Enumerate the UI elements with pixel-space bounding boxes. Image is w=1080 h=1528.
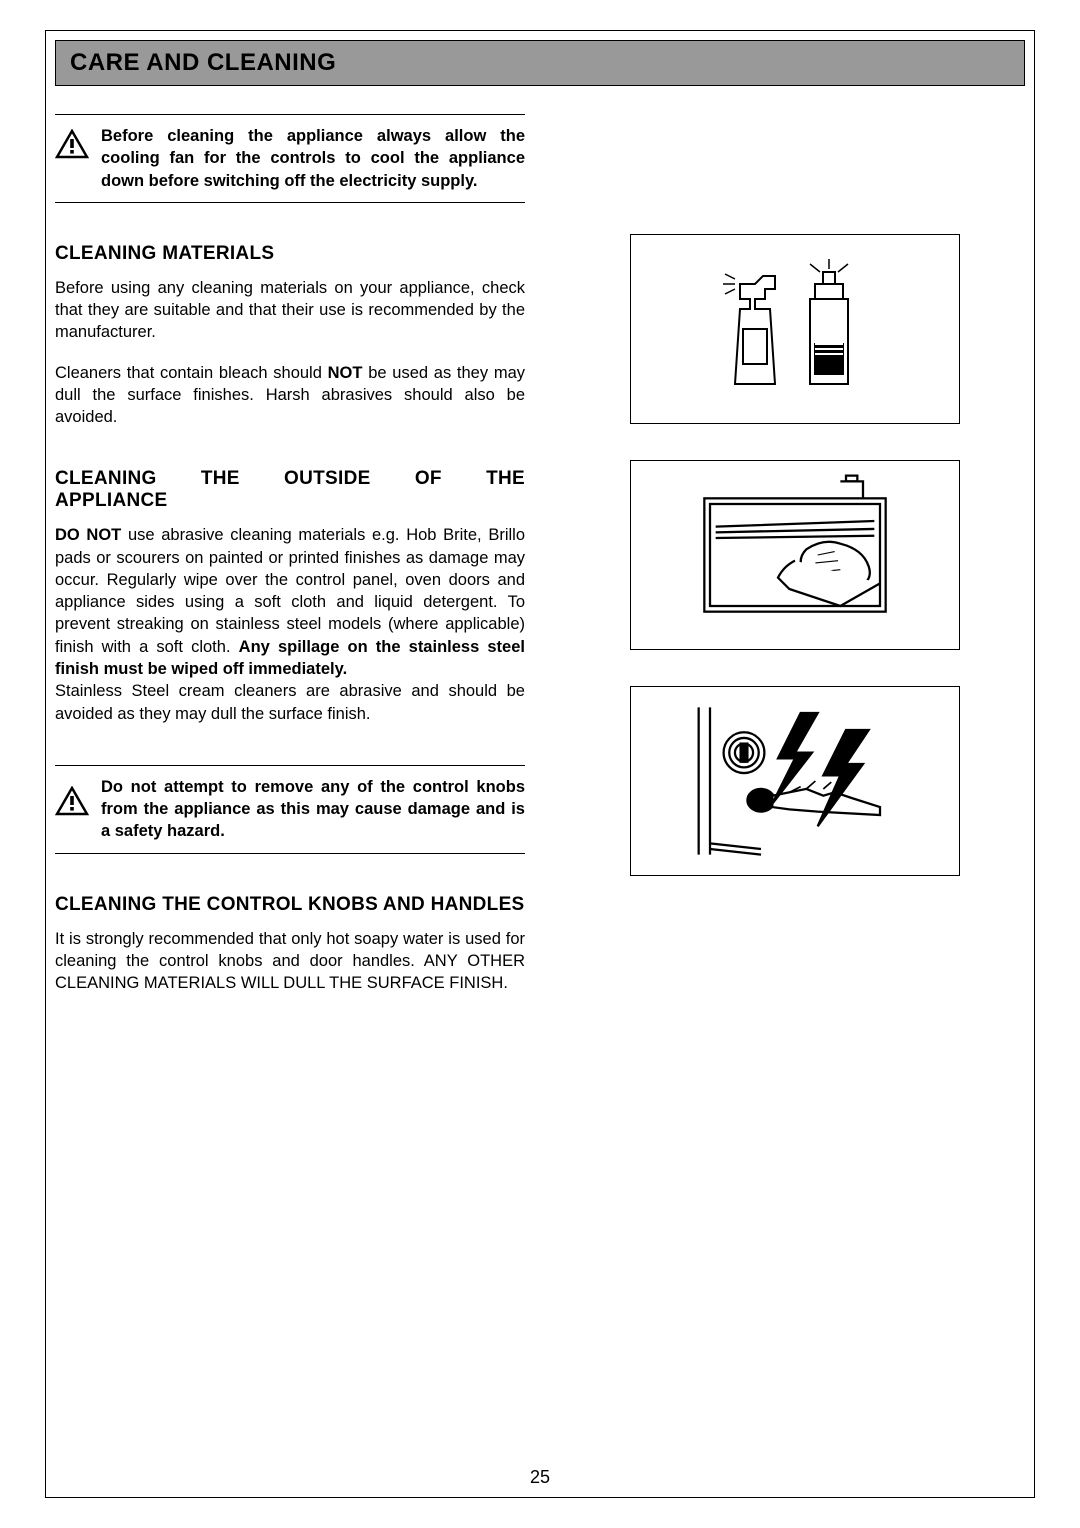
para-outside-1: DO NOT use abrasive cleaning materials e… [55, 524, 525, 680]
section-cleaning-materials: CLEANING MATERIALS Before using any clea… [55, 243, 525, 429]
warning-text-2: Do not attempt to remove any of the cont… [101, 776, 525, 843]
illustration-cleaners [630, 234, 960, 424]
warning-box-2: Do not attempt to remove any of the cont… [55, 765, 525, 854]
right-column [565, 114, 1025, 1034]
heading-cleaning-outside: CLEANING THE OUTSIDE OF THE APPLIANCE [55, 468, 525, 512]
section-control-knobs: CLEANING THE CONTROL KNOBS AND HANDLES I… [55, 894, 525, 995]
heading-control-knobs: CLEANING THE CONTROL KNOBS AND HANDLES [55, 894, 525, 916]
warning-icon [55, 129, 89, 159]
illustration-wiping [630, 460, 960, 650]
page-number: 25 [0, 1467, 1080, 1488]
content-columns: Before cleaning the appliance always all… [55, 114, 1025, 1034]
section-cleaning-outside: CLEANING THE OUTSIDE OF THE APPLIANCE DO… [55, 468, 525, 724]
page-title: CARE AND CLEANING [70, 49, 1010, 77]
heading-cleaning-materials: CLEANING MATERIALS [55, 243, 525, 265]
para-outside-2: Stainless Steel cream cleaners are abras… [55, 680, 525, 725]
para-knobs-1: It is strongly recommended that only hot… [55, 928, 525, 995]
warning-box-1: Before cleaning the appliance always all… [55, 114, 525, 203]
left-column: Before cleaning the appliance always all… [55, 114, 525, 1034]
illustration-knob-hazard [630, 686, 960, 876]
header-bar: CARE AND CLEANING [55, 40, 1025, 86]
para-materials-1: Before using any cleaning materials on y… [55, 277, 525, 344]
warning-icon [55, 786, 89, 816]
para-materials-2: Cleaners that contain bleach should NOT … [55, 362, 525, 429]
warning-text-1: Before cleaning the appliance always all… [101, 125, 525, 192]
